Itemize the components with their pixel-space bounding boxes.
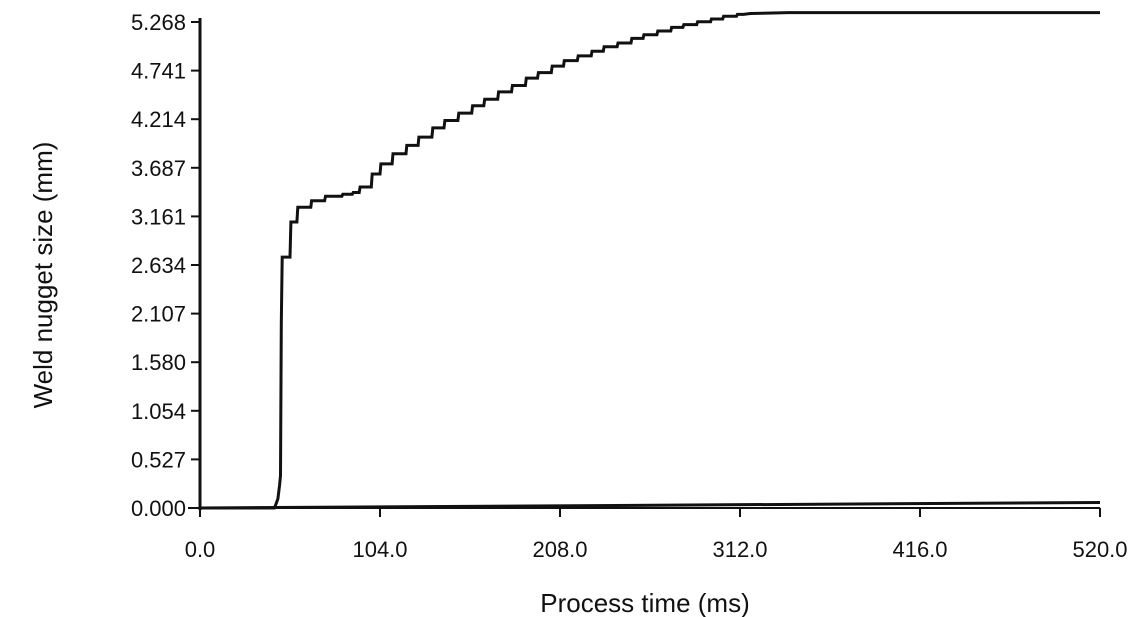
x-tick-label: 416.0 [892, 537, 947, 562]
y-ticks: 0.000 0.527 1.054 1.580 2.107 2.634 3.161 3.687… [131, 10, 200, 521]
x-ticks: 0.0 104.0 208.0 312.0 416.0 520.0 [185, 508, 1128, 562]
x-tick-label: 208.0 [532, 537, 587, 562]
x-axis-title: Process time (ms) [540, 588, 749, 617]
y-tick-label: 5.268 [131, 10, 186, 35]
y-tick-label: 3.687 [131, 156, 186, 181]
y-axis-title: Weld nugget size (mm) [28, 142, 58, 409]
y-tick-label: 0.000 [131, 496, 186, 521]
y-tick-label: 1.054 [131, 399, 186, 424]
x-tick-label: 0.0 [185, 537, 216, 562]
y-tick-label: 2.634 [131, 253, 186, 278]
x-tick-label: 104.0 [352, 537, 407, 562]
x-tick-label: 520.0 [1072, 537, 1127, 562]
x-tick-label: 312.0 [712, 537, 767, 562]
y-tick-label: 4.214 [131, 107, 186, 132]
y-tick-label: 2.107 [131, 302, 186, 327]
y-tick-label: 3.161 [131, 204, 186, 229]
axes [188, 18, 1100, 510]
weld-nugget-series-line [200, 11, 1100, 510]
baseline-series-line [199, 501, 1101, 510]
y-tick-label: 0.527 [131, 447, 186, 472]
y-tick-label: 1.580 [131, 350, 186, 375]
y-tick-label: 4.741 [131, 59, 186, 84]
